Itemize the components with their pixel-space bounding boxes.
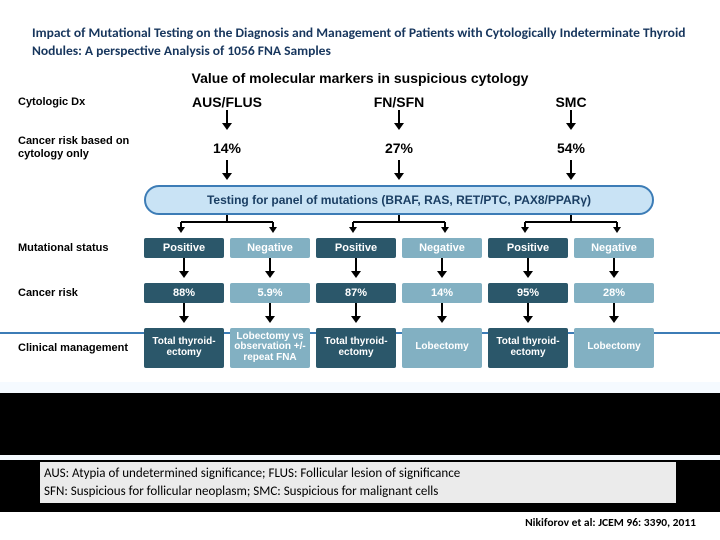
arrow-down-icon xyxy=(144,160,310,185)
arrow-down-icon xyxy=(144,110,310,135)
row-label-mut-status: Mutational status xyxy=(18,242,138,254)
cancer-risk-box: 88% xyxy=(144,283,224,303)
arrow-down-icon xyxy=(488,160,654,185)
cancer-risk-box: 14% xyxy=(402,283,482,303)
mut-status-box: Negative xyxy=(402,238,482,258)
cancer-risk-box: 87% xyxy=(316,283,396,303)
row-label-clinical-mgmt: Clinical management xyxy=(18,342,138,354)
arrow-down-icon xyxy=(230,258,310,283)
arrow-down-icon xyxy=(574,258,654,283)
split-bracket-icon xyxy=(316,215,482,238)
cyto-risk-value: 14% xyxy=(144,140,310,156)
cancer-risk-box: 95% xyxy=(488,283,568,303)
row-label-risk-cyto: Cancer risk based on cytology only xyxy=(18,135,138,159)
arrow-down-icon xyxy=(402,303,482,328)
mut-status-box: Positive xyxy=(488,238,568,258)
mut-status-box: Positive xyxy=(144,238,224,258)
category-header: SMC xyxy=(488,94,654,110)
arrow-down-icon xyxy=(574,303,654,328)
caption-line: AUS: Atypia of undetermined significance… xyxy=(44,465,672,483)
arrow-down-icon xyxy=(488,303,568,328)
cyto-risk-value: 54% xyxy=(488,140,654,156)
management-box: Total thyroid-ectomy xyxy=(316,328,396,368)
citation: Nikiforov et al: JCEM 96: 3390, 2011 xyxy=(525,516,696,530)
cancer-risk-box: 5.9% xyxy=(230,283,310,303)
cancer-risk-box: 28% xyxy=(574,283,654,303)
arrow-down-icon xyxy=(488,110,654,135)
molecular-markers-diagram: Value of molecular markers in suspicious… xyxy=(0,66,720,367)
category-header: FN/SFN xyxy=(316,94,482,110)
management-box: Lobectomy xyxy=(574,328,654,368)
row-label-cancer-risk: Cancer risk xyxy=(18,287,138,299)
mut-status-box: Negative xyxy=(574,238,654,258)
page-title: Impact of Mutational Testing on the Diag… xyxy=(0,0,720,66)
arrow-down-icon xyxy=(144,303,224,328)
management-box: Total thyroid-ectomy xyxy=(488,328,568,368)
split-bracket-icon xyxy=(488,215,654,238)
management-box: Lobectomy vs observation +/- repeat FNA xyxy=(230,328,310,368)
chart-title: Value of molecular markers in suspicious… xyxy=(18,70,702,86)
mut-status-box: Negative xyxy=(230,238,310,258)
cyto-risk-value: 27% xyxy=(316,140,482,156)
category-header: AUS/FLUS xyxy=(144,94,310,110)
management-box: Total thyroid-ectomy xyxy=(144,328,224,368)
caption-line: SFN: Suspicious for follicular neoplasm;… xyxy=(44,483,672,501)
arrow-down-icon xyxy=(316,110,482,135)
row-label-cyto-dx: Cytologic Dx xyxy=(18,96,138,108)
mutation-panel: Testing for panel of mutations (BRAF, RA… xyxy=(144,185,654,215)
arrow-down-icon xyxy=(144,258,224,283)
arrow-down-icon xyxy=(316,303,396,328)
mut-status-box: Positive xyxy=(316,238,396,258)
arrow-down-icon xyxy=(316,160,482,185)
management-box: Lobectomy xyxy=(402,328,482,368)
arrow-down-icon xyxy=(488,258,568,283)
arrow-down-icon xyxy=(230,303,310,328)
arrow-down-icon xyxy=(402,258,482,283)
arrow-down-icon xyxy=(316,258,396,283)
abbreviation-caption: AUS: Atypia of undetermined significance… xyxy=(40,462,676,503)
split-bracket-icon xyxy=(144,215,310,238)
